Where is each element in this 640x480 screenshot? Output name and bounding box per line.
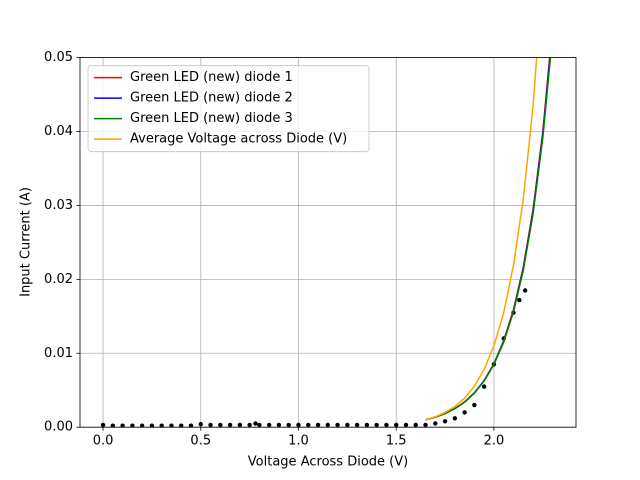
series-line <box>425 57 538 421</box>
scatter-point <box>198 422 203 427</box>
y-tick-label: 0.02 <box>44 272 73 287</box>
scatter-point <box>452 416 458 421</box>
scatter-point <box>179 423 184 428</box>
scatter-point <box>306 422 311 428</box>
scatter-point <box>325 422 331 428</box>
legend: Green LED (new) diode 1 Green LED (new) d… <box>87 65 370 153</box>
x-axis-label: Voltage Across Diode (V) <box>248 455 408 470</box>
legend-box <box>87 65 370 153</box>
y-tick-label: 0.03 <box>44 198 73 213</box>
scatter-point <box>247 422 252 428</box>
scatter-point <box>100 422 106 428</box>
scatter-point <box>276 422 282 428</box>
series-line <box>425 57 552 421</box>
scatter-point <box>253 421 258 426</box>
scatter-point <box>296 422 301 428</box>
x-tick-label: 1.0 <box>288 434 309 449</box>
scatter-point <box>413 422 418 428</box>
x-tick-label: 2.0 <box>484 434 505 449</box>
y-tick-label: 0.05 <box>44 50 73 65</box>
plot-area <box>100 57 552 428</box>
ticks: 0.0 0.5 1.0 1.5 2.0 0.00 0.01 0.02 0.03 0.04 0.05 <box>44 50 504 449</box>
scatter-point <box>517 297 522 303</box>
scatter-point <box>237 422 243 428</box>
y-axis-label: Input Current (A) <box>19 187 34 297</box>
y-tick-label: 0.00 <box>44 420 73 435</box>
scatter-point <box>394 422 399 428</box>
scatter-point <box>423 422 428 428</box>
scatter-point <box>364 422 370 428</box>
scatter-point <box>159 423 164 428</box>
scatter-point <box>227 422 233 428</box>
scatter-point <box>384 422 389 428</box>
scatter-point <box>169 423 174 428</box>
scatter-point <box>139 423 145 428</box>
y-tick-label: 0.01 <box>44 346 73 361</box>
scatter-point <box>149 423 155 428</box>
scatter-point <box>130 423 135 428</box>
scatter-point <box>266 422 272 428</box>
scatter-point <box>208 422 213 428</box>
scatter-point <box>110 423 116 428</box>
x-tick-label: 0.5 <box>190 434 211 449</box>
axes-frame <box>79 57 577 428</box>
scatter-point <box>218 422 223 428</box>
scatter-point <box>120 423 125 428</box>
legend-label: Green LED (new) diode 1 <box>130 70 293 85</box>
legend-label: Green LED (new) diode 3 <box>130 111 293 126</box>
scatter-point <box>433 421 438 426</box>
scatter-point <box>257 422 262 428</box>
scatter-point <box>188 423 194 428</box>
scatter-point <box>472 402 477 408</box>
y-tick-label: 0.04 <box>44 124 73 139</box>
scatter-point <box>481 384 487 389</box>
legend-label: Green LED (new) diode 2 <box>130 91 293 106</box>
legend-label: Average Voltage across Diode (V) <box>130 132 347 147</box>
scatter-point <box>462 410 467 415</box>
scatter-point <box>522 288 528 293</box>
scatter-point <box>335 422 340 428</box>
scatter-point <box>286 422 291 428</box>
x-tick-label: 0.0 <box>93 434 114 449</box>
scatter-point <box>442 419 448 424</box>
scatter-point <box>354 422 360 428</box>
scatter-point <box>403 422 409 428</box>
x-tick-label: 1.5 <box>386 434 407 449</box>
scatter-point <box>345 422 350 428</box>
scatter-point <box>315 422 321 428</box>
scatter-point <box>374 422 379 428</box>
